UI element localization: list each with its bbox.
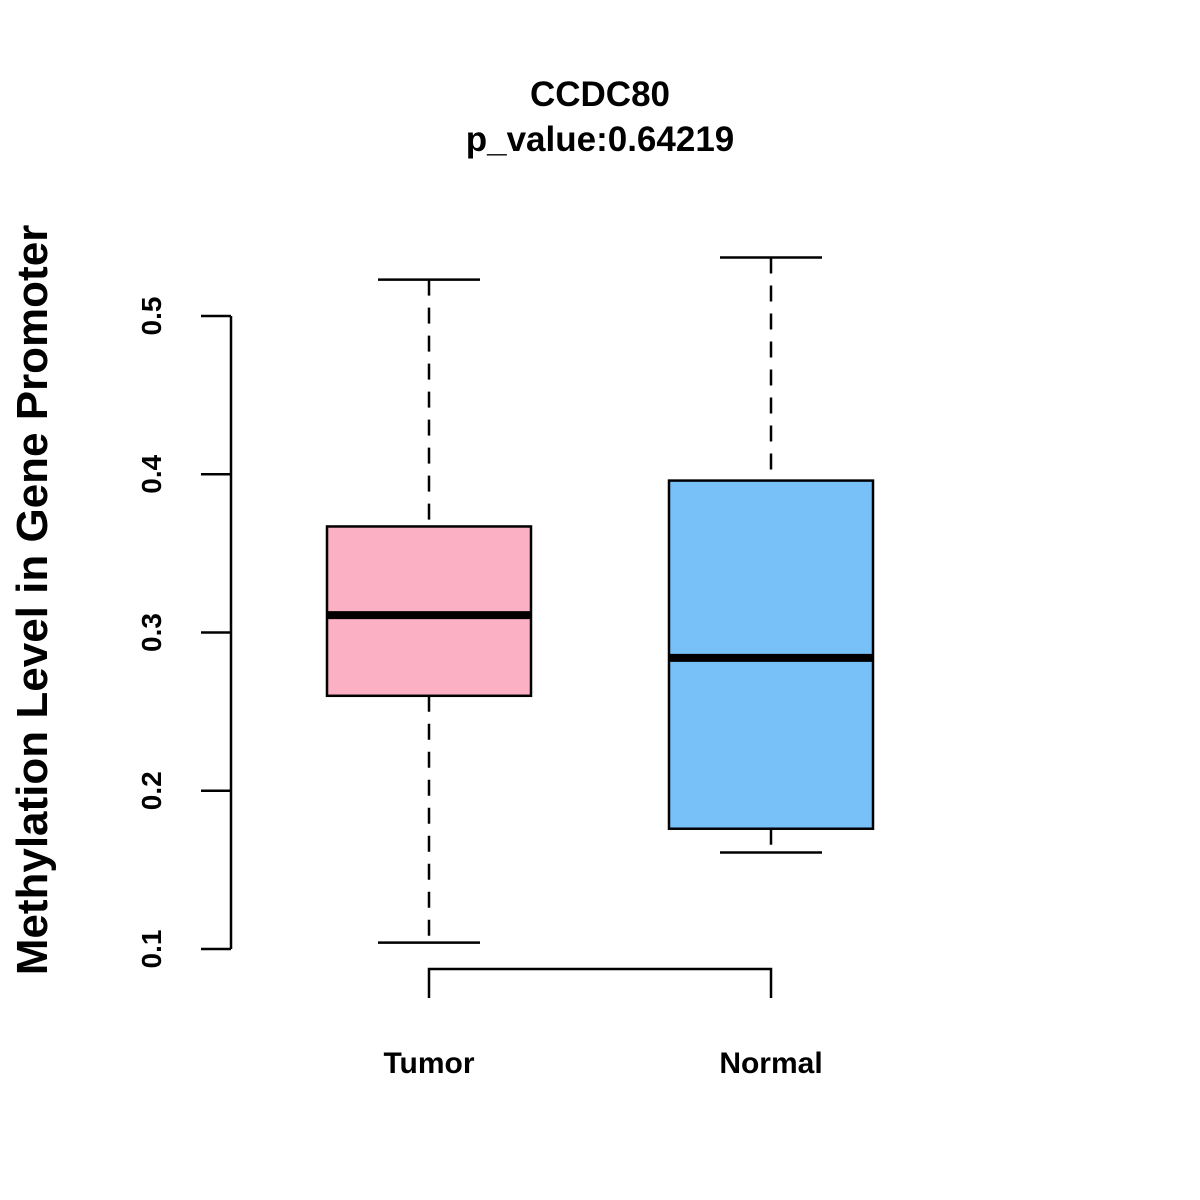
y-tick-label: 0.1 xyxy=(136,930,167,969)
y-tick-label: 0.5 xyxy=(136,297,167,336)
y-tick-label: 0.2 xyxy=(136,771,167,810)
category-label-tumor: Tumor xyxy=(383,1047,474,1080)
y-axis: 0.1 0.2 0.3 0.4 0.5 xyxy=(136,297,233,969)
chart-title: CCDC80 xyxy=(530,75,670,114)
box-tumor xyxy=(325,278,533,944)
x-axis-categories: Tumor Normal xyxy=(383,1047,822,1080)
chart-subtitle: p_value:0.64219 xyxy=(466,120,735,159)
box-normal xyxy=(667,256,875,854)
y-tick-label: 0.4 xyxy=(136,454,167,493)
y-axis-label: Methylation Level in Gene Promoter xyxy=(8,225,57,976)
boxes xyxy=(325,256,875,944)
comparison-bracket xyxy=(427,967,773,998)
category-label-normal: Normal xyxy=(719,1047,822,1080)
y-tick-label: 0.3 xyxy=(136,613,167,652)
bracket-line xyxy=(427,967,773,998)
